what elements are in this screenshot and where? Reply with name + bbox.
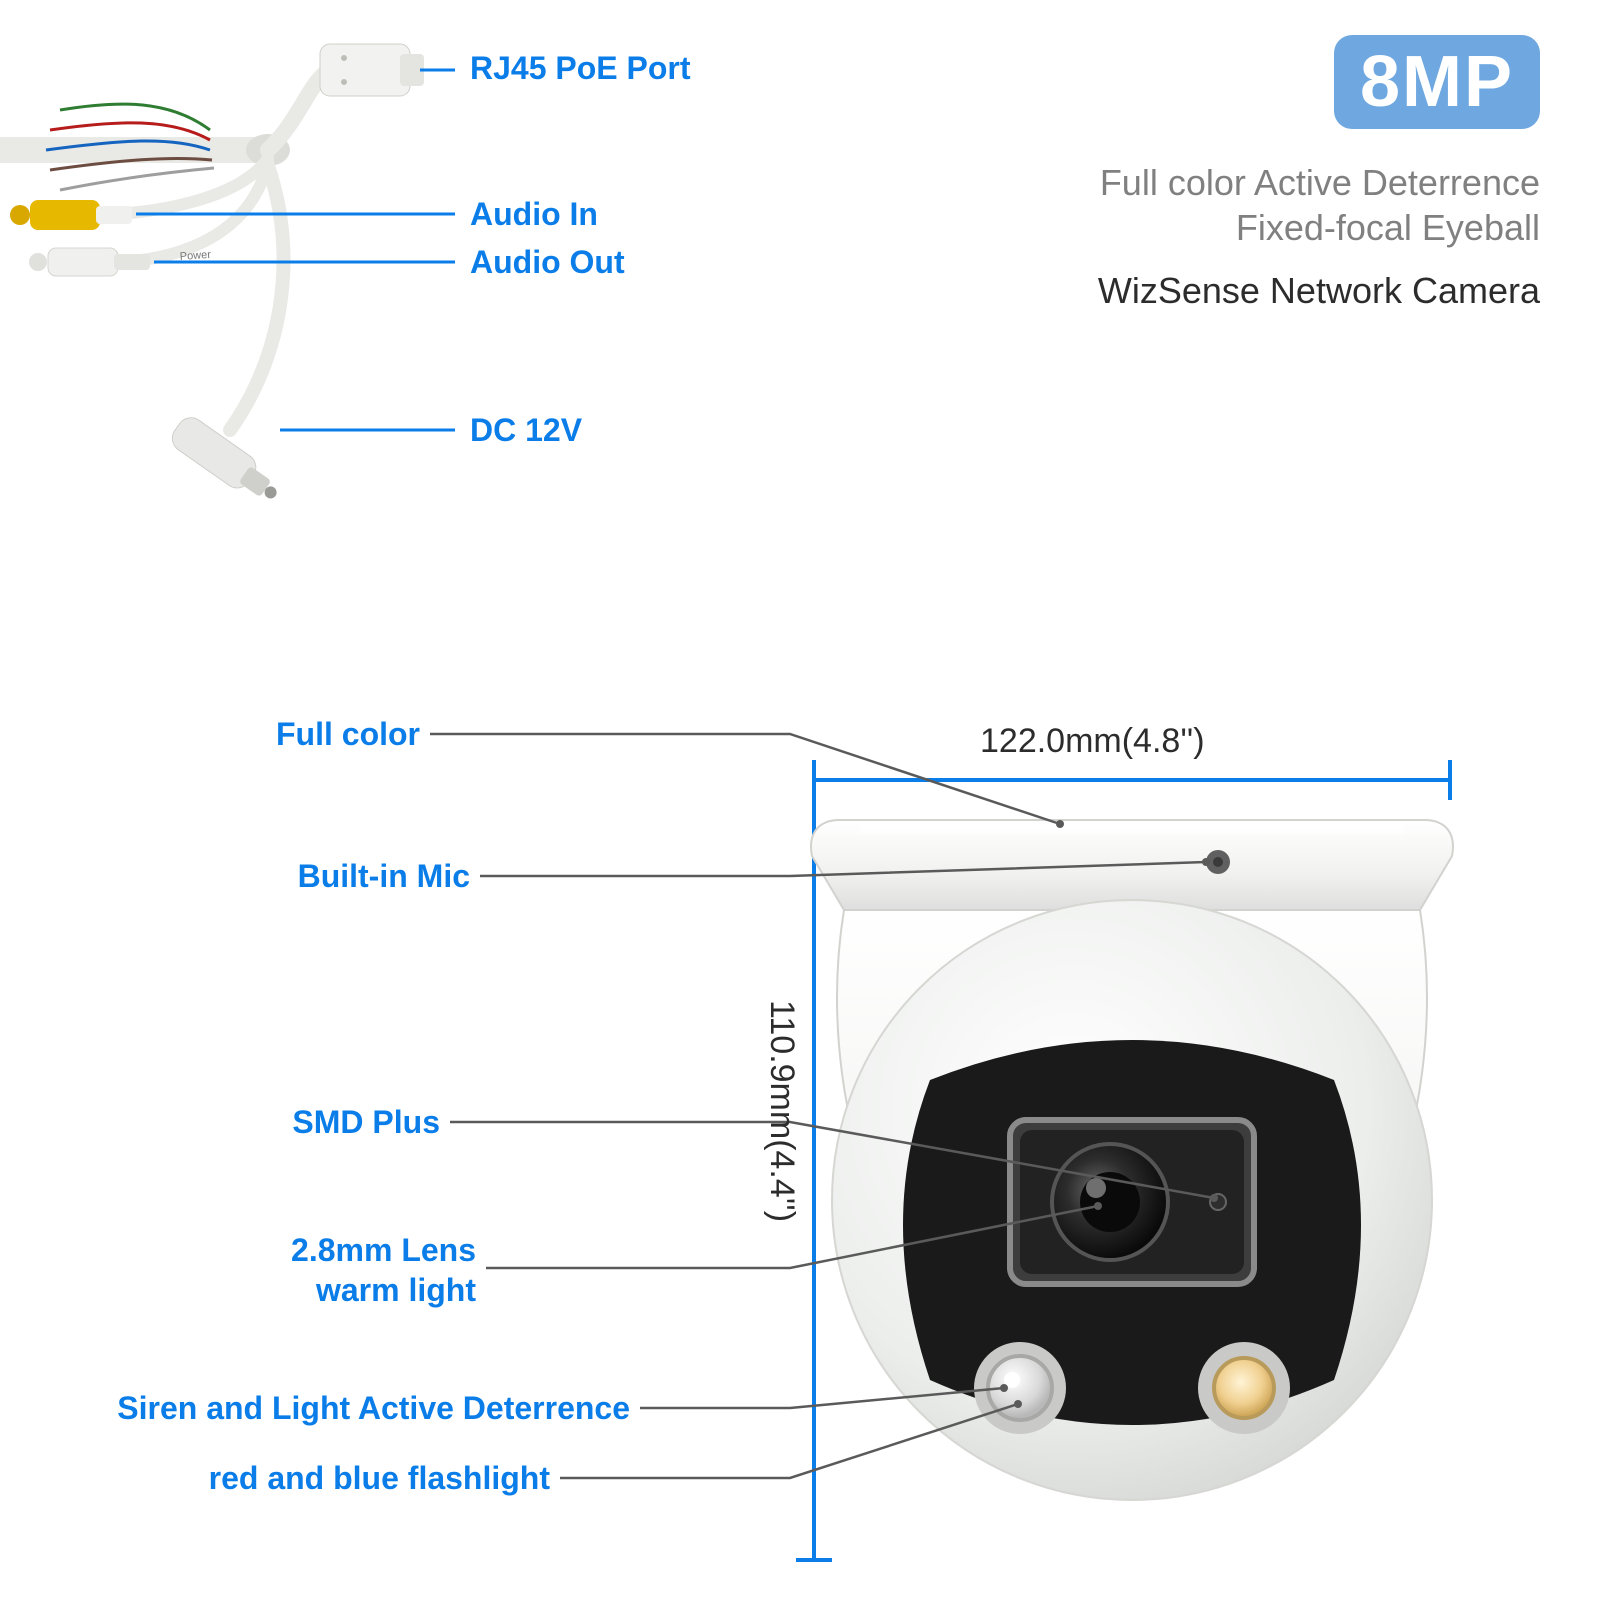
camera-base <box>811 820 1453 910</box>
inner-wires <box>46 104 214 190</box>
camera-shell <box>837 910 1427 1480</box>
svg-text:Power: Power <box>179 249 211 263</box>
label-mic: Built-in Mic <box>60 858 470 895</box>
dc12v-connector <box>167 412 286 510</box>
label-rj45: RJ45 PoE Port <box>470 50 691 87</box>
warm-led <box>1198 1342 1290 1434</box>
height-dimension-text: 110.9mm(4.4'') <box>762 1000 801 1222</box>
label-flash: red and blue flashlight <box>60 1460 550 1497</box>
resolution-badge: 8MP <box>1334 35 1540 129</box>
camera-face <box>903 1040 1361 1425</box>
audio-in-connector <box>10 200 132 230</box>
height-dimension <box>796 780 832 1560</box>
label-lens: 2.8mm Lens <box>60 1232 476 1269</box>
feature-leaders <box>430 734 1214 1478</box>
status-led <box>1210 1194 1226 1210</box>
siren-light <box>974 1342 1066 1434</box>
cable-leaders <box>136 70 455 430</box>
lens-window <box>1010 1120 1254 1284</box>
width-dimension <box>814 760 1450 800</box>
camera-lens <box>1052 1144 1168 1260</box>
width-dimension-text: 122.0mm(4.8'') <box>980 722 1205 761</box>
label-audio-in: Audio In <box>470 196 598 233</box>
label-fullcolor: Full color <box>60 716 420 753</box>
camera-ball <box>832 900 1432 1500</box>
label-smd: SMD Plus <box>60 1104 440 1141</box>
subtitle: Full color Active Deterrence Fixed-focal… <box>740 160 1540 250</box>
subtitle-line2: Fixed-focal Eyeball <box>1236 207 1540 248</box>
subtitle-line1: Full color Active Deterrence <box>1100 162 1540 203</box>
label-dc12v: DC 12V <box>470 412 582 449</box>
label-siren: Siren and Light Active Deterrence <box>20 1390 630 1427</box>
rj45-connector <box>320 44 424 96</box>
product-title: WizSense Network Camera <box>740 270 1540 312</box>
audio-out-connector <box>29 248 150 276</box>
label-audio-out: Audio Out <box>470 244 625 281</box>
label-warmlight: warm light <box>60 1272 476 1309</box>
